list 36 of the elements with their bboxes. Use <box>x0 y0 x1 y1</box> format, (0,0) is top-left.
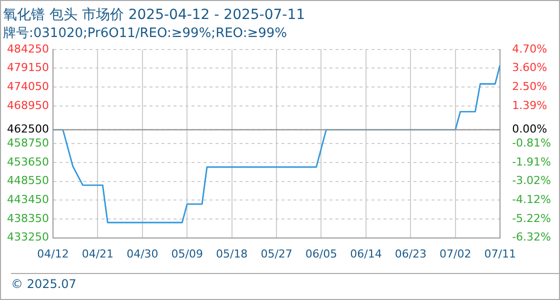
text: © 2025.07 <box>11 273 559 291</box>
chart-subtitle: 牌号:031020;Pr6O11/REO:≥99%;REO:≥99% <box>3 26 287 41</box>
x-tick-label: 06/05 <box>305 247 338 260</box>
y2-tick-label: -6.32% <box>512 230 552 244</box>
y2-tick-label: -4.12% <box>512 193 552 206</box>
x-tick-label: 04/30 <box>126 247 158 260</box>
x-tick-label: 06/23 <box>394 247 427 260</box>
y-tick-label: 433250 <box>6 230 49 244</box>
y2-tick-label: 4.70% <box>512 42 548 56</box>
y-tick-label: 484250 <box>6 42 49 56</box>
y-tick-label: 479150 <box>6 61 49 74</box>
y2-tick-label: 1.39% <box>512 98 548 112</box>
x-tick-label: 05/09 <box>171 247 203 260</box>
y2-tick-label: -1.91% <box>512 155 552 168</box>
x-tick-label: 06/14 <box>350 247 382 260</box>
x-tick-label: 05/18 <box>216 247 248 260</box>
x-tick-label: 05/27 <box>260 247 292 260</box>
y2-tick-label: 3.60% <box>512 61 548 74</box>
x-tick-label: 07/11 <box>484 247 516 260</box>
y-tick-label: 438350 <box>6 212 49 225</box>
y2-tick-label: -3.02% <box>512 174 552 188</box>
y2-tick-label: 0.00% <box>512 122 548 136</box>
y-tick-label: 443450 <box>6 192 49 206</box>
y-tick-label: 448550 <box>6 174 49 188</box>
y2-tick-label: -0.81% <box>512 136 552 150</box>
x-tick-label: 04/12 <box>37 247 69 260</box>
y-tick-label: 468950 <box>6 98 49 112</box>
x-tick-label: 04/21 <box>82 247 114 260</box>
y-tick-label: 474050 <box>6 80 49 93</box>
x-tick-label: 07/02 <box>440 247 472 260</box>
y-tick-label: 453650 <box>6 155 49 168</box>
y2-tick-label: 2.50% <box>512 80 548 93</box>
y-tick-label: 462500 <box>6 122 49 136</box>
y2-tick-label: -5.22% <box>512 212 552 225</box>
chart-title: 氧化镨 包头 市场价 2025-04-12 - 2025-07-11 <box>3 7 306 24</box>
y-tick-label: 458750 <box>6 136 49 150</box>
